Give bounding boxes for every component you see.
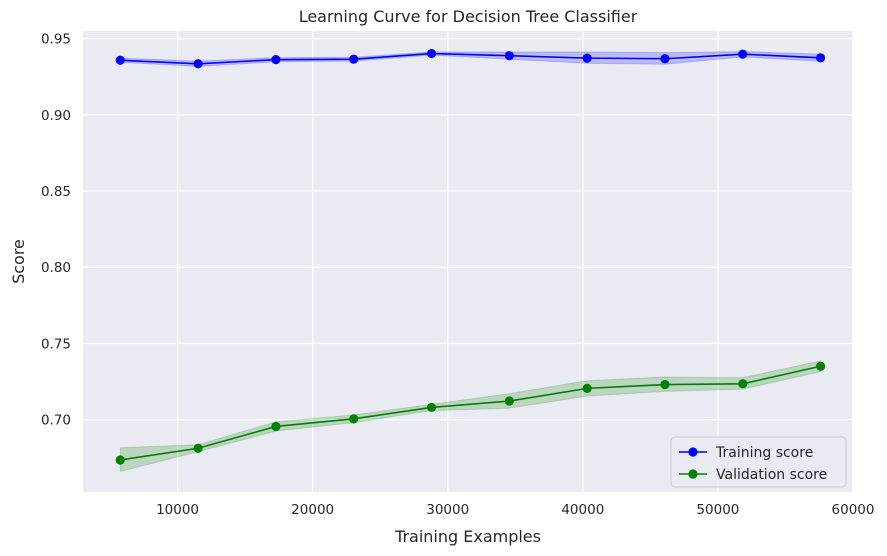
series-line-0: [120, 52, 821, 65]
data-point: [582, 53, 592, 63]
legend-label: Validation score: [716, 467, 827, 483]
x-tick-label: 40000: [561, 502, 604, 518]
x-axis-label: Training Examples: [394, 527, 541, 546]
y-tick-label: 0.80: [41, 260, 71, 276]
legend-swatch-marker: [688, 447, 698, 457]
data-point: [115, 55, 125, 65]
gridlines: [83, 31, 854, 492]
data-point: [738, 49, 748, 59]
y-tick-label: 0.95: [41, 32, 71, 48]
series-line-1: [120, 365, 821, 461]
y-tick-label: 0.70: [41, 413, 71, 429]
series-points: [115, 48, 826, 465]
series-lines: [120, 52, 821, 461]
data-point: [815, 53, 826, 63]
y-tick-label: 0.85: [41, 184, 71, 200]
legend-swatch-marker: [688, 469, 698, 479]
data-point: [660, 379, 670, 390]
data-point: [349, 414, 359, 424]
legend-label: Training score: [715, 445, 813, 461]
plot-area: [83, 31, 853, 492]
legend-box: [670, 436, 847, 488]
data-point: [349, 54, 359, 64]
x-tick-label: 30000: [426, 502, 469, 518]
data-point: [660, 54, 670, 64]
data-point: [193, 59, 203, 69]
data-point: [271, 55, 281, 65]
data-point: [504, 51, 514, 61]
x-tick-label: 60000: [832, 502, 875, 518]
y-tick-label: 0.90: [41, 108, 71, 124]
data-point: [504, 396, 514, 406]
data-point: [815, 361, 826, 371]
x-tick-label: 10000: [156, 502, 199, 518]
data-point: [271, 421, 281, 432]
data-point: [115, 455, 125, 465]
y-axis-ticks: 0.70 0.75 0.80 0.85 0.90 0.95: [41, 32, 71, 429]
data-point: [426, 48, 437, 59]
x-axis-ticks: 10000 20000 30000 40000 50000 60000: [156, 502, 874, 518]
x-tick-label: 50000: [696, 502, 739, 518]
legend: Training score Validation score: [670, 436, 847, 488]
data-point: [193, 443, 203, 453]
data-point: [738, 379, 748, 389]
data-point: [426, 402, 437, 413]
y-tick-label: 0.75: [41, 336, 71, 352]
data-point: [582, 383, 592, 393]
chart-title: Learning Curve for Decision Tree Classif…: [299, 7, 638, 26]
series-band-1: [119, 360, 822, 473]
y-axis-label: Score: [9, 239, 28, 284]
x-tick-label: 20000: [291, 502, 334, 518]
